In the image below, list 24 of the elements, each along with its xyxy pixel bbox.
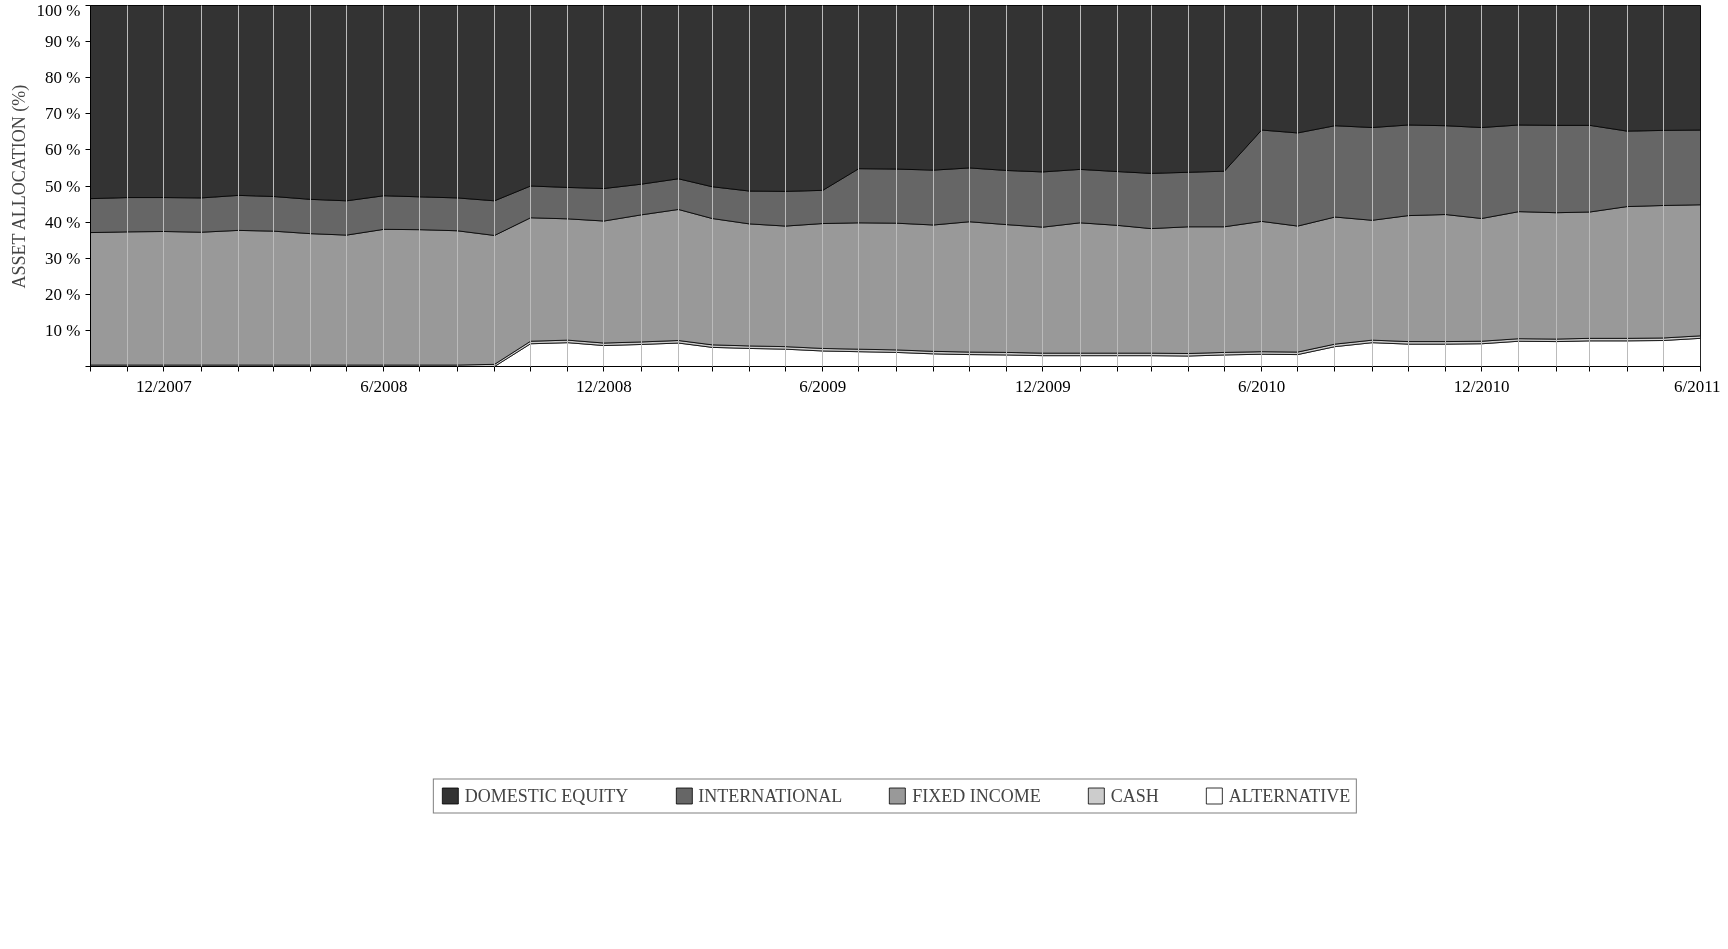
y-tick-label: 100 % xyxy=(36,0,81,20)
y-tick-label: 10 % xyxy=(45,320,81,340)
y-tick-label: 80 % xyxy=(45,68,81,88)
y-tick-label: 70 % xyxy=(45,104,81,124)
x-tick-label: 6/2010 xyxy=(1238,376,1286,396)
legend-label: DOMESTIC EQUITY xyxy=(464,785,629,807)
y-tick-label: 40 % xyxy=(45,212,81,232)
y-tick-label: 30 % xyxy=(45,248,81,268)
x-tick-label: 6/2011 xyxy=(1673,376,1721,396)
x-tick-label: 12/2010 xyxy=(1453,376,1510,396)
y-tick-label: 20 % xyxy=(45,284,81,304)
y-tick-label: 50 % xyxy=(45,176,81,196)
x-tick-label: 6/2009 xyxy=(799,376,847,396)
legend-label: ALTERNATIVE xyxy=(1228,785,1351,807)
legend-label: INTERNATIONAL xyxy=(698,785,843,807)
x-tick-label: 12/2008 xyxy=(576,376,632,396)
x-tick-label: 12/2007 xyxy=(135,376,193,396)
x-tick-label: 12/2009 xyxy=(1014,376,1071,396)
legend-label: CASH xyxy=(1110,785,1159,807)
y-tick-label: 60 % xyxy=(45,140,81,160)
legend-label: FIXED INCOME xyxy=(912,785,1041,807)
y-tick-label: 90 % xyxy=(45,32,81,52)
y-axis-title: ASSET ALLOCATION (%) xyxy=(8,84,30,289)
x-tick-label: 6/2008 xyxy=(360,376,408,396)
